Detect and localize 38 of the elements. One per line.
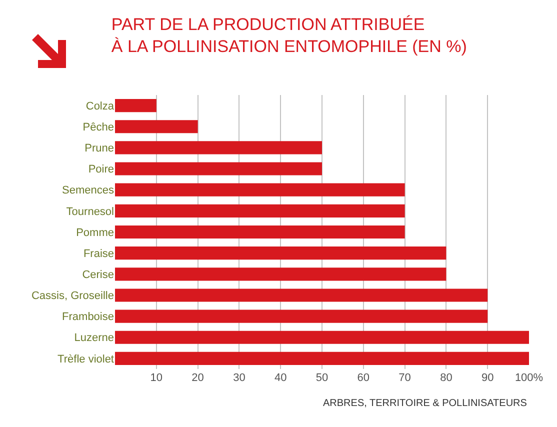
x-tick-label: 100%	[514, 372, 544, 384]
bar	[115, 120, 198, 134]
chart-title: PART DE LA PRODUCTION ATTRIBUÉE À LA POLLINISATION ENTOMOPHILE (EN %)	[111, 14, 467, 56]
text: ARBRES, TERRITOIRE & POLLINISATEURS	[323, 398, 528, 409]
bar	[115, 352, 529, 365]
y-tick-label: Trèfle violet	[58, 353, 114, 366]
x-tick-label: 10	[150, 372, 163, 384]
bar	[115, 330, 529, 344]
bar	[115, 183, 405, 196]
bar	[115, 204, 405, 218]
x-tick-label: 70	[398, 372, 411, 384]
y-tick-label: Cerise	[82, 269, 114, 281]
bar	[115, 288, 488, 302]
x-tick-label: 40	[274, 372, 287, 384]
x-tick-label: 30	[233, 372, 246, 384]
bar	[115, 246, 446, 260]
x-tick-label: 80	[440, 372, 452, 384]
x-tick-label: 20	[192, 372, 204, 384]
bar	[115, 225, 405, 239]
y-tick-label: Pomme	[76, 226, 114, 239]
y-tick-label: Tournesol	[66, 206, 114, 218]
x-tick-label: 50	[316, 372, 328, 384]
bar	[115, 141, 322, 154]
y-tick-label: Semences	[62, 184, 114, 197]
x-tick-label: 60	[357, 372, 370, 384]
y-tick-label: Framboise	[62, 311, 114, 324]
y-tick-label: Cassis, Groseille	[31, 290, 114, 302]
bar	[115, 99, 156, 112]
bar	[115, 310, 488, 323]
y-tick-label: Colza	[86, 100, 115, 112]
y-tick-label: Pêche	[82, 121, 114, 134]
y-tick-label: Prune	[84, 142, 114, 155]
y-tick-label: Luzerne	[74, 332, 114, 344]
x-tick-label: 90	[481, 372, 494, 384]
bar	[115, 268, 446, 281]
y-tick-label: Fraise	[83, 248, 114, 260]
bar	[115, 162, 322, 176]
y-tick-label: Poire	[88, 164, 114, 176]
